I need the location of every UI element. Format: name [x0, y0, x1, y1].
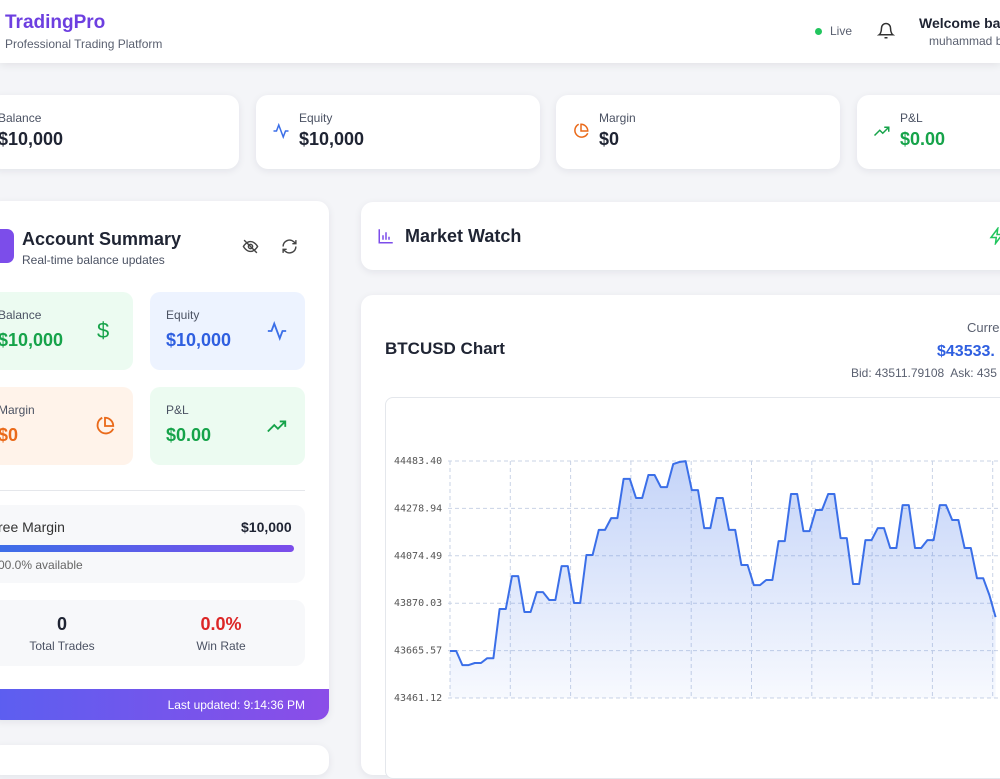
price-label: Curre — [967, 320, 1000, 335]
stat-label: P&L — [900, 111, 923, 125]
price: $43533. — [937, 343, 995, 360]
price-line — [450, 460, 997, 667]
dollar-icon: $ — [97, 318, 110, 343]
mini-value: $10,000 — [0, 330, 64, 350]
stat-label: Margin — [599, 111, 636, 125]
bolt-icon — [989, 227, 1000, 245]
bell-icon[interactable] — [877, 22, 895, 40]
summary-icon — [0, 229, 14, 263]
mini-value: $0.00 — [166, 425, 212, 445]
divider — [0, 490, 305, 491]
brand[interactable]: TradingPro — [5, 12, 106, 33]
mini-label: Equity — [166, 308, 200, 322]
user: muhammad b — [929, 34, 1000, 48]
mini-label: P&L — [166, 403, 189, 417]
bid-ask: Bid: 43511.79108 Ask: 435 — [851, 366, 997, 380]
win-rate-value: 0.0% — [200, 614, 242, 634]
pulse-icon — [273, 122, 289, 140]
mini-label: Margin — [0, 403, 35, 417]
tagline: Professional Trading Platform — [5, 37, 163, 51]
mini-label: Balance — [0, 308, 42, 322]
summary-footer — [0, 689, 329, 720]
summary-title: Account Summary — [22, 229, 182, 249]
stat-value: $10,000 — [0, 129, 64, 149]
hide-icon[interactable] — [242, 238, 259, 255]
free-margin-label: ree Margin — [0, 519, 65, 535]
status-dot — [815, 28, 822, 35]
stat-label: Balance — [0, 111, 42, 125]
stat-card — [0, 95, 239, 169]
status: Live — [830, 24, 853, 38]
summary-subtitle: Real-time balance updates — [22, 253, 165, 267]
free-margin-note: 00.0% available — [0, 558, 83, 572]
stat-value: $0.00 — [900, 129, 946, 149]
chart-title: BTCUSD Chart — [385, 339, 505, 358]
welcome: Welcome ba — [919, 15, 1000, 31]
free-margin-value: $10,000 — [241, 519, 292, 535]
mini-card — [150, 387, 305, 465]
header — [0, 0, 1000, 63]
y-tick-label: 43665.57 — [394, 646, 442, 657]
trend-icon — [267, 420, 287, 433]
trades-label: Total Trades — [29, 639, 95, 653]
y-tick-label: 44483.40 — [394, 456, 442, 467]
win-rate-label: Win Rate — [196, 639, 246, 653]
refresh-icon[interactable] — [281, 238, 298, 255]
mini-card — [0, 292, 133, 370]
bars-icon — [378, 229, 393, 244]
market-watch — [361, 202, 1000, 270]
pie-icon — [574, 123, 589, 138]
pie-icon — [96, 416, 115, 435]
trend-icon — [873, 126, 890, 137]
mini-value: $10,000 — [166, 330, 232, 350]
free-margin-box — [0, 505, 305, 583]
mini-value: $0 — [0, 425, 19, 445]
chart: 43461.12 43665.57 43870.03 44074.49 44278.94… — [394, 456, 1000, 704]
stat-value: $0 — [599, 129, 620, 149]
stat-card — [556, 95, 840, 169]
market-watch-title[interactable]: Market Watch — [405, 226, 522, 246]
stat-value: $10,000 — [299, 129, 365, 149]
y-tick-label: 43461.12 — [394, 693, 442, 704]
y-tick-label: 44074.49 — [394, 551, 442, 562]
last-updated: Last updated: 9:14:36 PM — [167, 698, 305, 712]
stat-card — [256, 95, 540, 169]
trades-value: 0 — [56, 614, 67, 634]
pulse-icon — [267, 321, 287, 341]
progress-bar — [0, 545, 294, 552]
y-tick-label: 44278.94 — [394, 503, 442, 514]
y-tick-label: 43870.03 — [394, 598, 442, 609]
area — [450, 461, 996, 698]
stat-label: Equity — [299, 111, 333, 125]
mini-card — [150, 292, 305, 370]
stats-box — [0, 600, 305, 666]
